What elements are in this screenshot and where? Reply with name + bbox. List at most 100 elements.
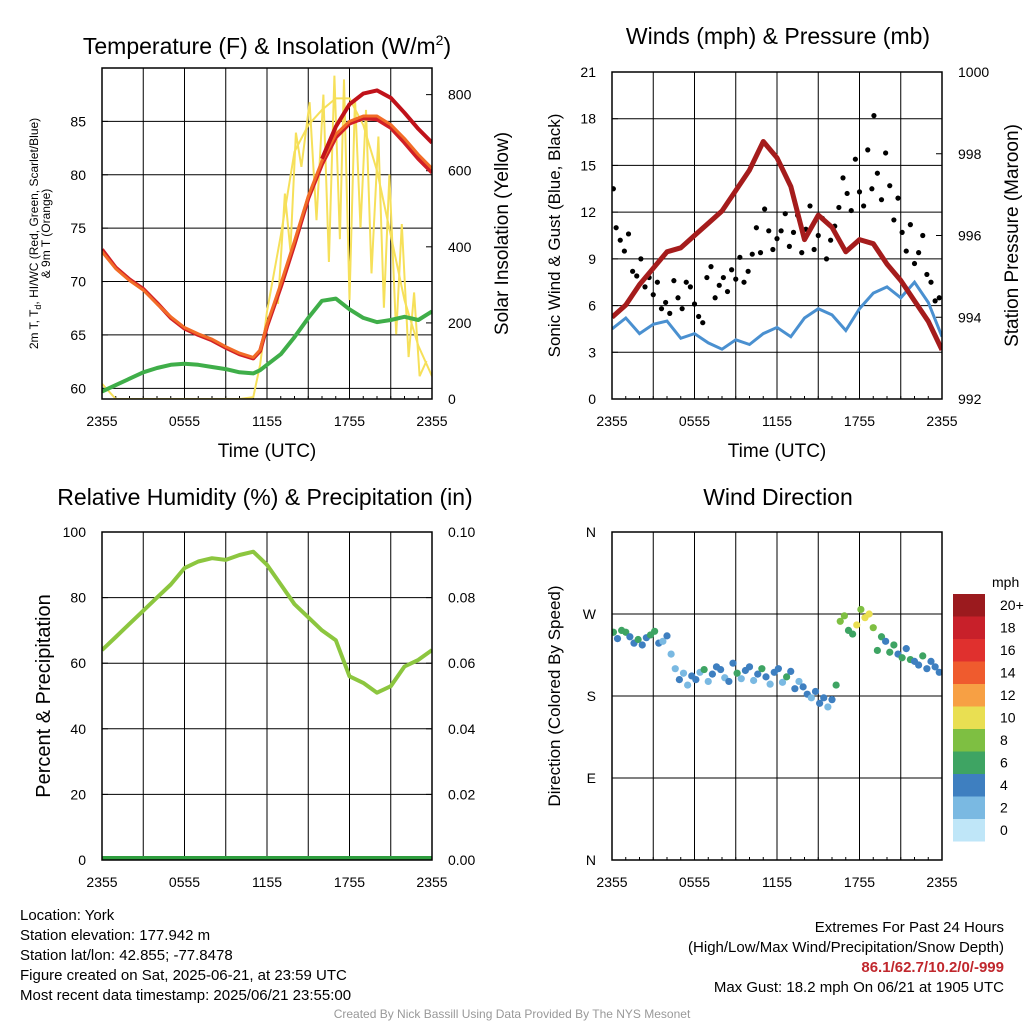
y2-tick-label: 0.08 <box>448 590 475 606</box>
y-tick-label: N <box>586 524 596 540</box>
x-tick-label: 2355 <box>596 874 627 890</box>
gust-point <box>658 306 665 312</box>
direction-point <box>787 667 795 676</box>
x-tick-label: 1155 <box>762 413 792 429</box>
x-axis-label: Time (UTC) <box>218 441 317 462</box>
plot-content <box>612 113 942 351</box>
gust-point <box>753 225 759 231</box>
gust-point <box>729 267 735 273</box>
y2-tick-label: 0.10 <box>448 524 475 540</box>
plot-content <box>612 605 942 711</box>
x-tick-label: 1755 <box>334 874 365 890</box>
gust-point <box>799 250 805 256</box>
direction-point <box>828 696 836 704</box>
direction-point <box>754 670 762 678</box>
gust-point <box>663 299 669 306</box>
gust-point <box>856 189 863 195</box>
y-tick-label: E <box>587 770 596 786</box>
gust-point <box>828 237 834 243</box>
direction-point <box>807 694 815 702</box>
series-hi <box>320 88 432 160</box>
gust-point <box>899 229 905 235</box>
extremes-subtitle: (High/Low/Max Wind/Precipitation/Snow De… <box>688 939 1004 956</box>
direction-point <box>935 668 942 676</box>
y-tick-label: 70 <box>70 274 86 290</box>
y-tick-label: 9 <box>588 251 596 267</box>
y-axis-label-line2: & 9m T (Orange) <box>39 189 53 279</box>
direction-point <box>869 624 877 632</box>
direction-point <box>612 628 617 636</box>
direction-point <box>638 641 646 649</box>
x-tick-label: 1755 <box>334 413 365 429</box>
gust-point <box>878 197 885 203</box>
y-axis-label: Percent & Precipitation <box>33 594 55 797</box>
direction-point <box>651 627 659 635</box>
y-axis-label-subscript: d <box>33 305 43 310</box>
plot-frame <box>101 67 433 400</box>
y-tick-label: 6 <box>588 298 596 314</box>
gust-point <box>625 231 632 237</box>
gust-point <box>815 232 821 239</box>
chart-temperature: Temperature (F) & Insolation (W/m2)2355 0… <box>27 32 513 462</box>
colorbar-label: 6 <box>1000 755 1008 771</box>
gust-point <box>928 279 934 285</box>
direction-point <box>898 654 906 662</box>
series-solar-fluctuations <box>277 75 428 377</box>
y-axis-label: Sonic Wind & Gust (Blue, Black) <box>545 114 564 358</box>
gust-point <box>687 284 693 290</box>
direction-point <box>791 685 799 693</box>
y-tick-label: 75 <box>70 220 86 236</box>
plot-frame <box>611 531 943 861</box>
y-tick-label: 100 <box>63 524 87 540</box>
x-tick-label: 1155 <box>252 413 282 429</box>
gust-point <box>712 295 718 301</box>
direction-point <box>613 635 622 643</box>
direction-point <box>849 630 857 638</box>
direction-point <box>778 678 787 686</box>
gust-point <box>630 268 636 274</box>
x-tick-label: 1155 <box>762 874 792 890</box>
gust-point <box>683 279 689 285</box>
colorbar-label: 16 <box>1000 642 1016 658</box>
x-tick-label: 0555 <box>169 874 200 890</box>
y-tick-label: S <box>587 688 596 704</box>
gust-point <box>895 195 901 201</box>
y-tick-label: 0 <box>588 391 596 407</box>
gust-point <box>871 113 877 119</box>
colorbar-label: 10 <box>1000 710 1016 726</box>
gust-point <box>745 268 751 274</box>
direction-point <box>923 665 931 673</box>
direction-point <box>745 663 754 671</box>
plot-content <box>102 75 432 399</box>
gust-point <box>936 295 942 301</box>
gust-point <box>612 186 616 192</box>
x-tick-label: 2355 <box>596 413 627 429</box>
extremes-title: Extremes For Past 24 Hours <box>814 919 1004 936</box>
y-axis-label-part: , HI/WC (Red, Green, Scarlet/Blue) <box>27 118 41 305</box>
location-label: Location: York <box>20 907 115 924</box>
y-tick-label: 65 <box>70 327 86 343</box>
direction-point <box>725 677 733 686</box>
gust-point <box>911 260 918 267</box>
x-tick-label: 2355 <box>86 413 117 429</box>
direction-point <box>692 676 700 684</box>
gust-point <box>737 254 743 260</box>
gust-point <box>617 237 623 243</box>
gust-point <box>907 222 913 228</box>
direction-point <box>750 676 758 685</box>
direction-point <box>700 665 708 674</box>
x-tick-label: 2355 <box>926 874 957 890</box>
gust-point <box>671 278 677 284</box>
gust-point <box>836 204 842 211</box>
direction-point <box>758 665 766 673</box>
chart-title: Relative Humidity (%) & Precipitation (i… <box>57 484 472 510</box>
y-tick-label: 20 <box>70 786 86 802</box>
gust-point <box>757 250 764 256</box>
direction-point <box>832 681 840 689</box>
direction-point <box>877 633 886 641</box>
y-tick-label: 12 <box>580 204 596 220</box>
colorbar-label: 8 <box>1000 732 1008 748</box>
plot-frame <box>611 71 943 400</box>
y-tick-label: 80 <box>70 167 86 183</box>
credit-line: Created By Nick Bassill Using Data Provi… <box>333 1007 691 1021</box>
